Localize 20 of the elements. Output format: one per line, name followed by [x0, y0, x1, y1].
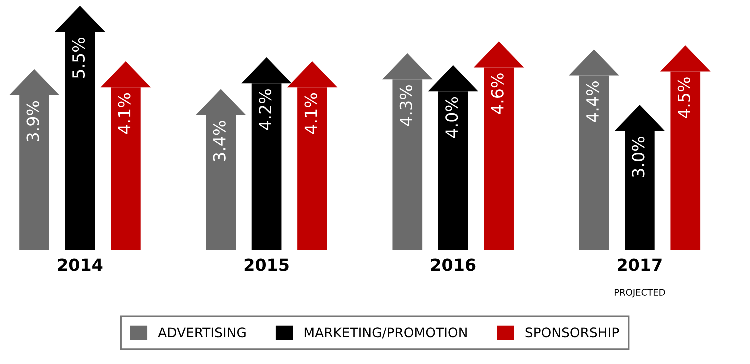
data-label: 3.0% — [632, 137, 645, 178]
data-label: 4.3% — [400, 85, 412, 126]
legend-label: SPONSORSHIP — [526, 328, 620, 338]
x-tick-label: 2015 — [244, 258, 289, 272]
legend-label: MARKETING/PROMOTION — [304, 328, 467, 339]
text: PROJECTED — [614, 289, 666, 298]
x-tick-label: 2016 — [431, 258, 476, 272]
data-label: 4.5% — [678, 78, 690, 118]
data-label: 3.9% — [26, 101, 40, 142]
data-label: 4.1% — [304, 93, 318, 134]
x-tick-label: 2014 — [58, 258, 103, 272]
x-tick-label: 2017 — [618, 258, 662, 272]
data-label: 4.0% — [446, 97, 458, 138]
data-label: 4.4% — [586, 82, 600, 122]
data-label: 3.4% — [213, 121, 226, 162]
data-label: 4.2% — [259, 89, 272, 130]
data-label: 4.1% — [118, 93, 131, 134]
data-label: 5.5% — [72, 38, 86, 78]
legend-label: ADVERTISING — [158, 328, 246, 338]
data-label: 4.6% — [491, 74, 504, 114]
